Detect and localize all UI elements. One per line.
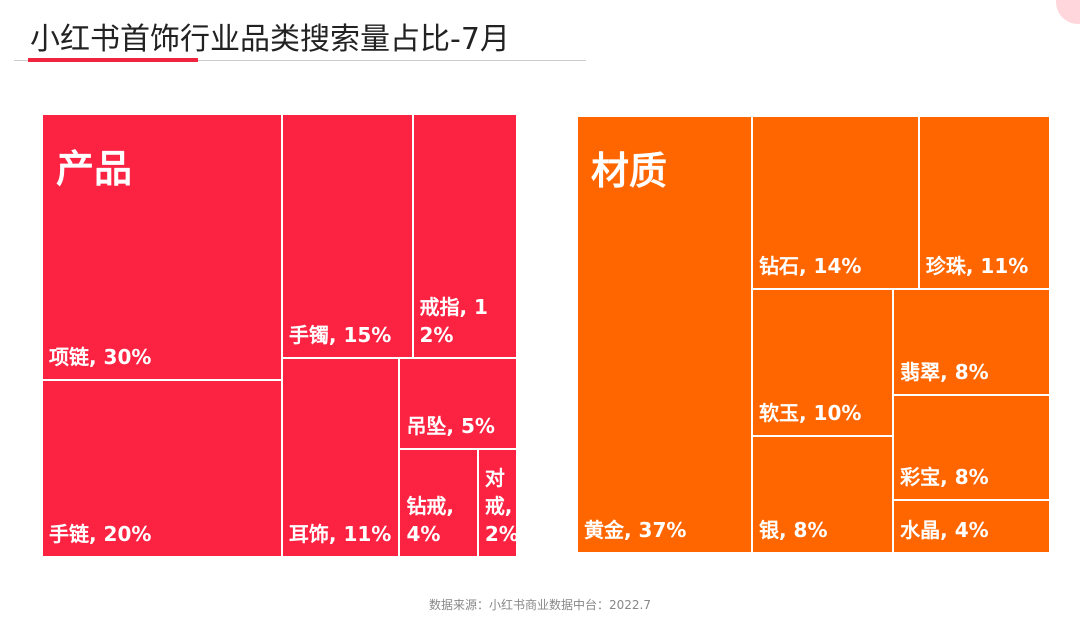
tile-label: 项链, 30%: [49, 344, 152, 369]
tile-label: 黄金, 37%: [584, 518, 687, 542]
tile-label: 手镯, 15%: [288, 323, 392, 348]
tile-label: 吊坠, 5%: [406, 413, 495, 438]
treemap-tile: 钻戒, 4%: [399, 448, 478, 557]
treemap-tile: 银, 8%: [752, 435, 894, 553]
treemap-tile: 珍珠, 11%: [918, 116, 1050, 290]
tile-label: 银, 8%: [759, 517, 828, 542]
source-note: 数据来源：小红书商业数据中台：2022.7: [429, 598, 651, 612]
tile-label: 对戒, 2%: [484, 465, 517, 546]
treemap-panel: 产品 项链, 30% 手链, 20% 手镯, 15% 戒指, 12% 耳饰, 11% 吊坠…: [42, 114, 517, 557]
tile-label: 耳饰, 11%: [288, 521, 392, 546]
tile-label: 软玉, 10%: [759, 400, 862, 425]
treemap-tile: 吊坠, 5%: [399, 358, 517, 449]
tile-label: 彩宝, 8%: [900, 465, 989, 490]
treemap-panel: 材质 黄金, 37% 钻石, 14% 珍珠, 11% 软玉, 10% 银, 8% 翡翠, …: [577, 116, 1050, 553]
tile-label: 手链, 20%: [49, 521, 152, 546]
tile-label: 钻戒, 4%: [406, 493, 455, 546]
treemap-tile: 耳饰, 11%: [281, 358, 400, 557]
tile-label: 珍珠, 11%: [925, 254, 1029, 279]
corner-decoration: [1056, 0, 1080, 24]
treemap-tile: 戒指, 12%: [412, 114, 517, 359]
treemap-tile: 项链, 30%: [42, 114, 282, 380]
treemap-tile: 软玉, 10%: [752, 289, 894, 436]
treemap-tile: 对戒, 2%: [477, 448, 517, 557]
chart-title: 小红书首饰行业品类搜索量占比-7月: [30, 22, 510, 57]
group-label: 材质: [591, 149, 668, 193]
title-rule: [14, 60, 586, 61]
treemap-tile: 钻石, 14%: [752, 116, 919, 290]
treemap-tile: 手链, 20%: [42, 379, 282, 557]
group-label: 产品: [56, 147, 133, 191]
tile-label: 钻石, 14%: [759, 254, 862, 279]
tile-label: 翡翠, 8%: [900, 359, 989, 384]
title-accent: [28, 58, 198, 62]
tile-label: 戒指, 12%: [419, 295, 488, 348]
treemap-tile: 彩宝, 8%: [893, 394, 1050, 501]
treemap-tile: 水晶, 4%: [893, 500, 1050, 553]
tile-label: 水晶, 4%: [900, 517, 989, 542]
treemap-tile: 翡翠, 8%: [893, 289, 1050, 395]
treemap-tile: 手镯, 15%: [281, 114, 413, 359]
treemap-tile: 黄金, 37%: [577, 116, 752, 553]
